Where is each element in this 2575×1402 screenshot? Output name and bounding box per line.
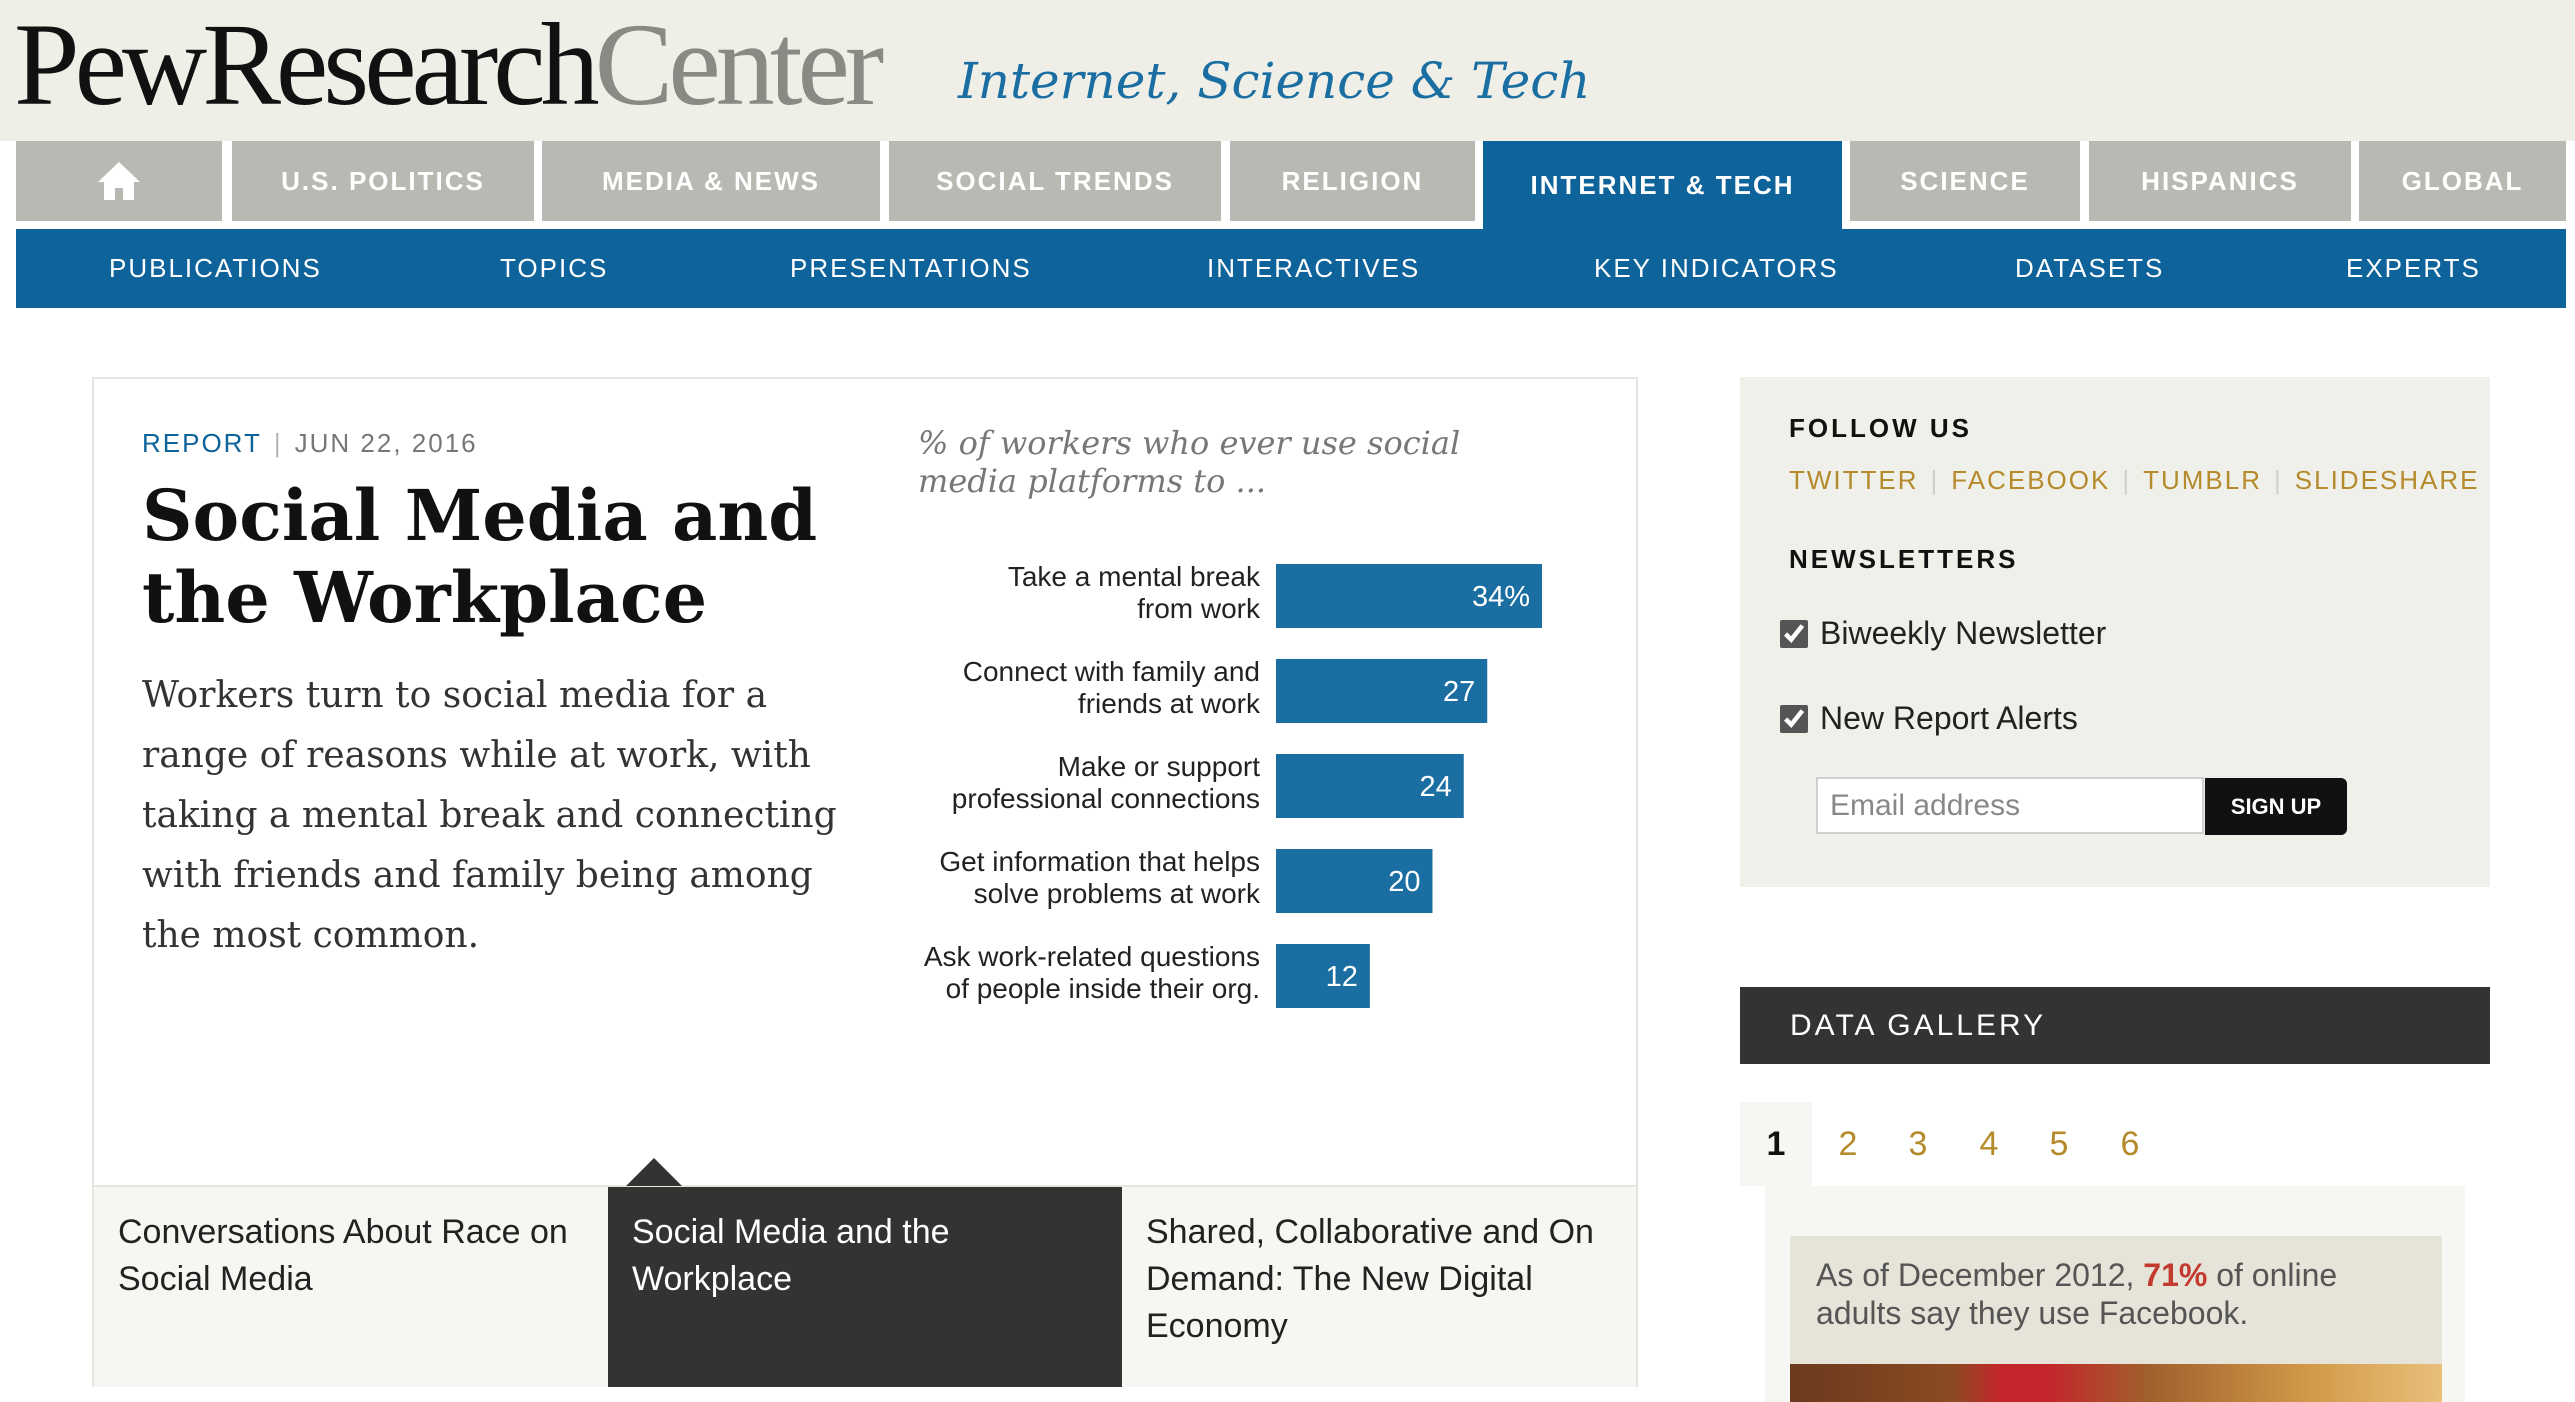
site-name[interactable]: Internet, Science & Tech [958,52,1591,110]
chart-bar [1276,944,1370,1008]
chart-bar [1276,849,1433,913]
bar-value-label: 20 [1388,866,1420,898]
facebook-link[interactable]: FACEBOOK [1951,465,2111,495]
bar-value-label: 34% [1472,581,1530,613]
chart-subtitle: % of workers who ever use social media p… [918,424,1461,500]
checkbox-label: Biweekly Newsletter [1820,615,2107,651]
tab-home[interactable] [16,141,222,221]
checkbox-label: New Report Alerts [1820,700,2078,736]
category-label: friends at work [1078,688,1261,719]
tab-media-news[interactable]: MEDIA & NEWS [542,141,880,221]
tab-label: SCIENCE [1900,165,2030,196]
category-label: Take a mental break [1008,561,1261,592]
tab-label: GLOBAL [2401,165,2524,196]
related-item[interactable]: Shared, Collaborative and On Demand: The… [1122,1187,1636,1387]
data-gallery-heading: DATA GALLERY [1740,987,2490,1064]
chart-bar [1276,754,1464,818]
email-input[interactable] [1816,777,2204,834]
tab-label: U.S. POLITICS [281,165,485,196]
subnav-presentations[interactable]: PRESENTATIONS [790,253,1032,283]
gallery-card-image [1790,1364,2442,1402]
category-label: Get information that helps [939,846,1260,877]
category-label: solve problems at work [974,878,1261,909]
subnav-experts[interactable]: EXPERTS [2346,253,2481,283]
home-icon [98,162,140,200]
report-date: JUN 22, 2016 [294,428,478,458]
gallery-page-4[interactable]: 4 [1979,1125,1999,1163]
category-label: Make or support [1058,751,1261,782]
sub-nav: PUBLICATIONS TOPICS PRESENTATIONS INTERA… [16,229,2566,308]
logo-pew: PewResearch [14,0,600,130]
tab-hispanics[interactable]: HISPANICS [2089,141,2351,221]
tab-label: RELIGION [1281,165,1424,196]
divider: | [1930,465,1940,495]
meta-separator: | [273,428,283,458]
tab-us-politics[interactable]: U.S. POLITICS [232,141,534,221]
divider: | [2274,465,2283,495]
main-nav: U.S. POLITICS MEDIA & NEWS SOCIAL TRENDS… [16,141,2566,229]
signup-button[interactable]: SIGN UP [2205,778,2347,835]
gallery-page-3[interactable]: 3 [1908,1125,1928,1163]
follow-heading: FOLLOW US [1789,413,1972,443]
report-type[interactable]: REPORT [142,428,262,458]
bar-value-label: 24 [1419,771,1451,803]
gallery-page-2[interactable]: 2 [1838,1125,1858,1163]
active-pointer [626,1158,682,1186]
category-label: Ask work-related questions [924,941,1260,972]
tumblr-link[interactable]: TUMBLR [2143,465,2263,495]
related-stories: Conversations About Race on Social Media… [94,1185,1636,1387]
tab-label: INTERNET & TECH [1530,169,1795,200]
feature-description: Workers turn to social media for a range… [142,675,837,956]
related-item-active[interactable]: Social Media and the Workplace [608,1187,1122,1387]
tab-label: SOCIAL TRENDS [936,165,1174,196]
subnav-publications[interactable]: PUBLICATIONS [109,253,322,283]
gallery-card-text: As of December 2012, 71% of online adult… [1816,1256,2416,1332]
newsletters-heading: NEWSLETTERS [1789,544,2019,574]
tab-label: HISPANICS [2141,165,2299,196]
card-text-pre: As of December 2012, [1816,1257,2144,1293]
report-alerts-checkbox[interactable] [1780,704,1808,733]
subnav-datasets[interactable]: DATASETS [2015,253,2165,283]
newsletter-option: New Report Alerts [1780,700,2078,737]
gallery-page-5[interactable]: 5 [2049,1125,2069,1163]
gallery-card[interactable]: As of December 2012, 71% of online adult… [1790,1236,2442,1402]
subnav-interactives[interactable]: INTERACTIVES [1207,253,1421,283]
subnav-key-indicators[interactable]: KEY INDICATORS [1594,253,1839,283]
tab-religion[interactable]: RELIGION [1230,141,1475,221]
biweekly-checkbox[interactable] [1780,619,1808,648]
tab-global[interactable]: GLOBAL [2359,141,2566,221]
gallery-page-6[interactable]: 6 [2120,1125,2140,1163]
tab-science[interactable]: SCIENCE [1850,141,2080,221]
chart-bar [1276,564,1542,628]
card-text-post: of online adults say they use Facebook. [1816,1257,2338,1331]
card-highlight: 71% [2143,1257,2208,1293]
logo[interactable]: PewResearchCenter [14,0,885,130]
chart-bar [1276,659,1488,723]
tab-label: MEDIA & NEWS [601,165,821,196]
bar-value-label: 27 [1443,676,1475,708]
category-label: of people inside their org. [946,973,1260,1004]
category-label: Connect with family and [963,656,1260,687]
twitter-link[interactable]: TWITTER [1789,465,1919,495]
divider: | [2122,465,2132,495]
logo-center: Center [594,0,885,130]
subnav-topics[interactable]: TOPICS [500,253,609,283]
feature-meta: REPORT | JUN 22, 2016 [142,428,478,459]
gallery-page-1[interactable]: 1 [1740,1102,1812,1186]
newsletter-option: Biweekly Newsletter [1780,615,2106,652]
tab-internet-tech[interactable]: INTERNET & TECH [1483,141,1842,229]
social-links: TWITTER | FACEBOOK | TUMBLR | SLIDESHARE [1789,465,2480,496]
bar-value-label: 12 [1326,961,1358,993]
feature-title[interactable]: Social Media and the Workplace [142,474,818,639]
category-label: from work [1137,593,1261,624]
slideshare-link[interactable]: SLIDESHARE [2294,465,2480,495]
header [0,0,2575,141]
related-item[interactable]: Conversations About Race on Social Media [94,1187,608,1387]
tab-social-trends[interactable]: SOCIAL TRENDS [889,141,1221,221]
category-label: professional connections [952,783,1260,814]
